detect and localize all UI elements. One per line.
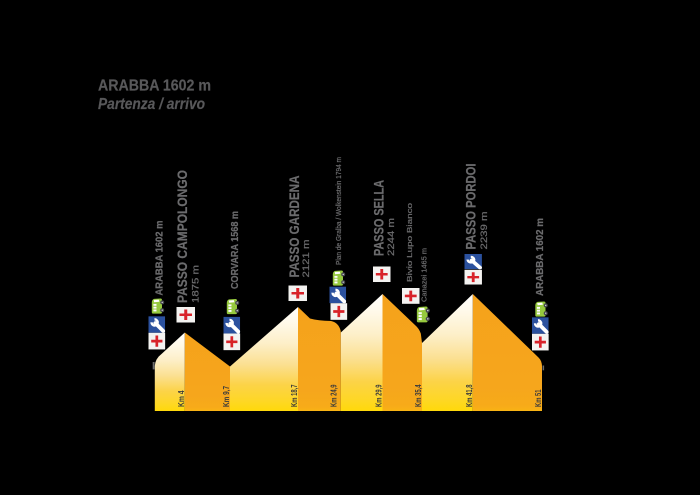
svg-text:1875 m: 1875 m bbox=[191, 265, 201, 303]
svg-text:Km 41,8: Km 41,8 bbox=[465, 384, 474, 407]
svg-text:CORVARA 1568 m: CORVARA 1568 m bbox=[230, 211, 241, 289]
svg-text:ARABBA 1602 m: ARABBA 1602 m bbox=[155, 220, 166, 295]
svg-text:PASSO SELLA: PASSO SELLA bbox=[371, 180, 387, 256]
svg-text:2244 m: 2244 m bbox=[386, 218, 396, 256]
svg-text:Km 51: Km 51 bbox=[534, 389, 543, 407]
svg-text:Plan de Gralba / Wolkenstein 1: Plan de Gralba / Wolkenstein 1794 m bbox=[334, 157, 343, 265]
svg-text:PASSO CAMPOLONGO: PASSO CAMPOLONGO bbox=[174, 170, 190, 303]
svg-text:Km 35,4: Km 35,4 bbox=[414, 384, 423, 407]
svg-text:Bivio Lupo Bianco: Bivio Lupo Bianco bbox=[405, 203, 414, 282]
svg-text:2121 m: 2121 m bbox=[301, 240, 311, 278]
svg-text:PASSO GARDENA: PASSO GARDENA bbox=[286, 176, 302, 278]
svg-text:ARABBA 1602 m: ARABBA 1602 m bbox=[98, 78, 211, 95]
svg-text:Partenza / arrivo: Partenza / arrivo bbox=[98, 96, 205, 113]
svg-text:Km 24,9: Km 24,9 bbox=[330, 384, 339, 407]
svg-text:ARABBA 1602 m: ARABBA 1602 m bbox=[535, 218, 546, 296]
svg-text:PASSO PORDOI: PASSO PORDOI bbox=[463, 164, 479, 250]
svg-text:Km 18,7: Km 18,7 bbox=[290, 384, 299, 407]
svg-text:Km 29,9: Km 29,9 bbox=[375, 384, 384, 407]
svg-text:Km 9,7: Km 9,7 bbox=[222, 386, 231, 407]
svg-text:Km 4: Km 4 bbox=[177, 390, 186, 407]
svg-text:2239 m: 2239 m bbox=[479, 212, 489, 250]
svg-text:Canazei 1465 m: Canazei 1465 m bbox=[420, 248, 429, 302]
